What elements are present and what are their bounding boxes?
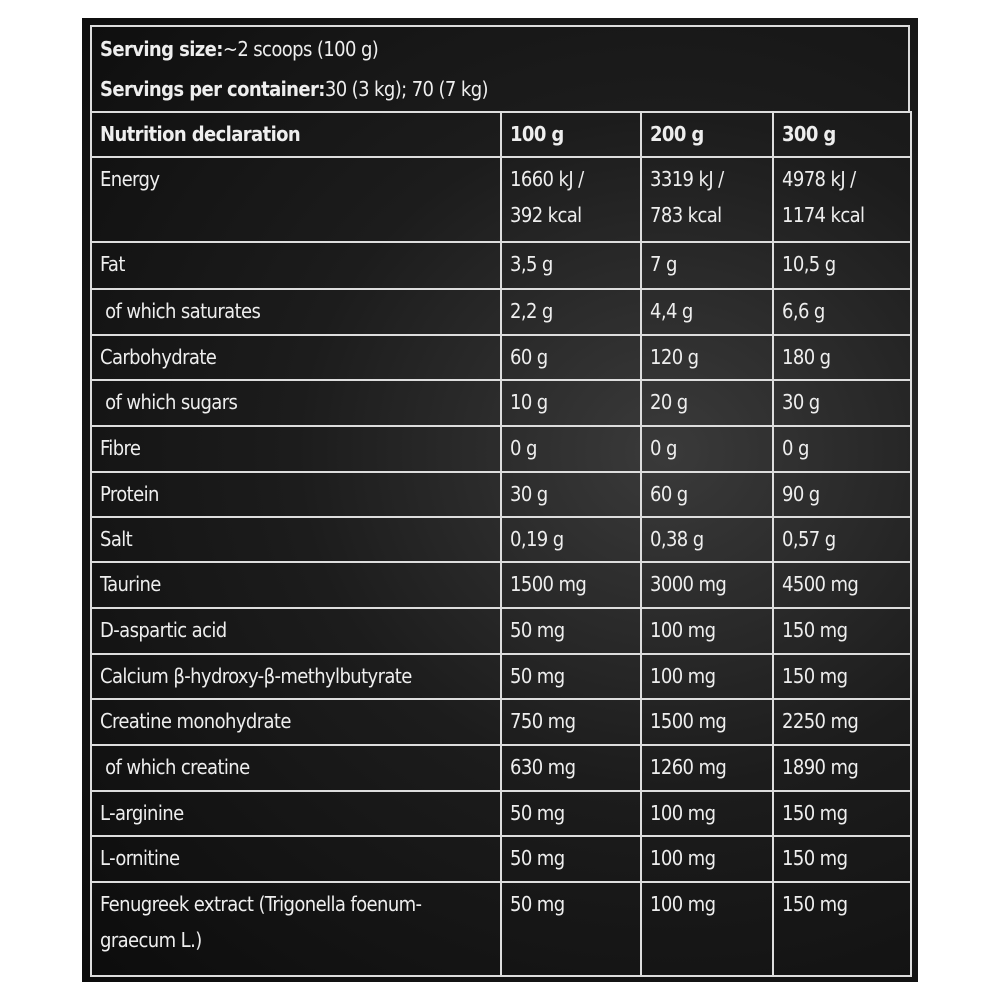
nutrient-value: 20 g: [650, 390, 688, 414]
table-cell: [90, 241, 502, 290]
nutrient-value: 100 mg: [650, 892, 716, 916]
nutrient-value: 10 g: [510, 390, 548, 414]
nutrient-value: 180 g: [782, 345, 831, 369]
nutrient-value: 0 g: [510, 436, 537, 460]
column-header: 200 g: [650, 122, 704, 146]
servings-per-container: Servings per container:30 (3 kg); 70 (7 …: [100, 72, 489, 106]
nutrient-value: 783 kcal: [650, 203, 722, 227]
nutrient-value: 50 mg: [510, 892, 565, 916]
nutrient-value: 3,5 g: [510, 252, 553, 276]
nutrient-value: 0 g: [782, 436, 809, 460]
nutrient-value: 0,38 g: [650, 527, 704, 551]
nutrient-label: of which creatine: [100, 755, 250, 779]
nutrient-value: 150 mg: [782, 846, 848, 870]
nutrient-value: 60 g: [510, 345, 548, 369]
nutrient-value: 100 mg: [650, 846, 716, 870]
nutrient-value: 3319 kJ /: [650, 167, 724, 191]
nutrient-value: 150 mg: [782, 618, 848, 642]
label: Servings per container:: [100, 77, 325, 101]
column-header: Nutrition declaration: [100, 122, 301, 146]
table-cell: [90, 516, 502, 563]
nutrient-value: 0,57 g: [782, 527, 836, 551]
nutrient-value: 100 mg: [650, 801, 716, 825]
nutrient-value: 630 mg: [510, 755, 576, 779]
nutrient-value: 60 g: [650, 482, 688, 506]
nutrient-label: of which sugars: [100, 390, 238, 414]
nutrient-value: 1174 kcal: [782, 203, 865, 227]
column-header: 300 g: [782, 122, 836, 146]
nutrient-label: of which saturates: [100, 299, 261, 323]
nutrient-label: Taurine: [100, 572, 161, 596]
nutrition-panel: Serving size:~2 scoops (100 g) Servings …: [82, 18, 918, 982]
nutrient-label: Carbohydrate: [100, 345, 217, 369]
nutrient-value: 1660 kJ /: [510, 167, 584, 191]
value: 30 (3 kg); 70 (7 kg): [324, 77, 489, 101]
nutrient-value: 1500 mg: [510, 572, 587, 596]
nutrient-value: 2,2 g: [510, 299, 553, 323]
nutrient-value: 30 g: [782, 390, 820, 414]
nutrient-value: 4,4 g: [650, 299, 693, 323]
nutrient-label: L-arginine: [100, 801, 184, 825]
nutrient-value: 4500 mg: [782, 572, 859, 596]
nutrient-value: 7 g: [650, 252, 677, 276]
nutrient-value: 100 mg: [650, 664, 716, 688]
value: ~2 scoops (100 g): [222, 37, 379, 61]
nutrient-value: 392 kcal: [510, 203, 582, 227]
nutrient-label: Fat: [100, 252, 125, 276]
label: Serving size:: [100, 37, 223, 61]
nutrient-value: 50 mg: [510, 801, 565, 825]
nutrient-value: 30 g: [510, 482, 548, 506]
column-header: 100 g: [510, 122, 564, 146]
nutrient-label: L-ornitine: [100, 846, 180, 870]
nutrient-value: 150 mg: [782, 801, 848, 825]
nutrient-value: 0,19 g: [510, 527, 564, 551]
nutrient-value: 0 g: [650, 436, 677, 460]
nutrient-value: 1500 mg: [650, 709, 727, 733]
nutrient-value: 50 mg: [510, 664, 565, 688]
nutrient-value: 10,5 g: [782, 252, 836, 276]
nutrient-value: 2250 mg: [782, 709, 859, 733]
nutrient-value: 50 mg: [510, 846, 565, 870]
nutrient-value: 150 mg: [782, 892, 848, 916]
table-cell: [772, 881, 912, 977]
nutrient-label: graecum L.): [100, 928, 202, 952]
table-cell: [90, 425, 502, 473]
nutrient-label: Fenugreek extract (Trigonella foenum-: [100, 892, 422, 916]
nutrient-label: Fibre: [100, 436, 141, 460]
nutrient-label: Salt: [100, 527, 133, 551]
nutrient-value: 50 mg: [510, 618, 565, 642]
nutrient-value: 1890 mg: [782, 755, 859, 779]
nutrient-value: 1260 mg: [650, 755, 727, 779]
nutrient-value: 4978 kJ /: [782, 167, 856, 191]
nutrient-value: 750 mg: [510, 709, 576, 733]
nutrient-value: 3000 mg: [650, 572, 727, 596]
nutrient-value: 90 g: [782, 482, 820, 506]
nutrient-value: 6,6 g: [782, 299, 825, 323]
nutrient-label: Energy: [100, 167, 160, 191]
serving-size: Serving size:~2 scoops (100 g): [100, 32, 379, 66]
nutrient-label: D-aspartic acid: [100, 618, 227, 642]
nutrient-label: Creatine monohydrate: [100, 709, 291, 733]
nutrient-value: 150 mg: [782, 664, 848, 688]
nutrient-value: 100 mg: [650, 618, 716, 642]
nutrient-label: Calcium β-hydroxy-β-methylbutyrate: [100, 664, 412, 688]
nutrient-label: Protein: [100, 482, 159, 506]
nutrient-value: 120 g: [650, 345, 699, 369]
